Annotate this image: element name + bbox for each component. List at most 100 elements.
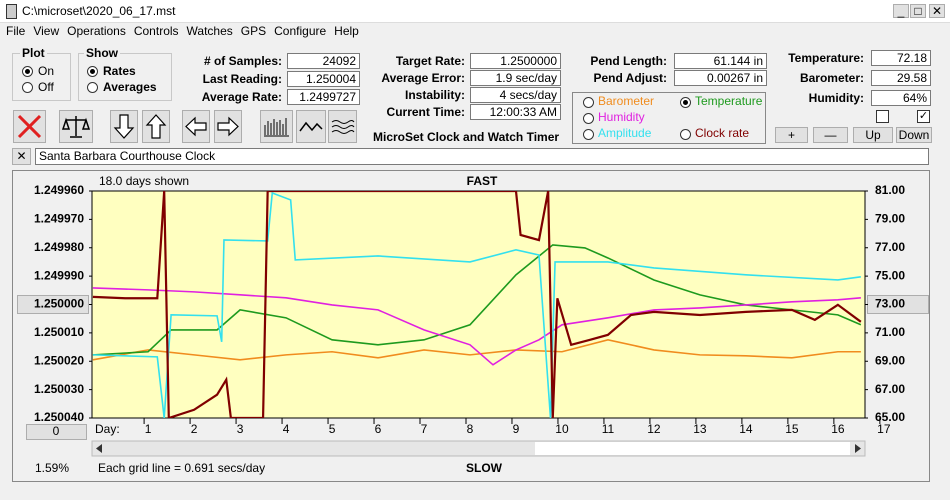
offset-button bbox=[26, 424, 87, 440]
close-button[interactable]: ✕ bbox=[929, 4, 945, 18]
y2-tick-label: 75.00 bbox=[875, 268, 905, 282]
stop-button[interactable] bbox=[13, 110, 46, 143]
y2-tick-label: 67.00 bbox=[875, 382, 905, 396]
menu-item[interactable]: Help bbox=[334, 24, 359, 38]
y-tick-label: 1.249970 bbox=[34, 212, 84, 226]
value-field: 1.9 sec/day bbox=[470, 70, 561, 86]
day-label: Day: bbox=[95, 422, 120, 436]
y-axis-button bbox=[17, 295, 89, 314]
radio-button[interactable] bbox=[22, 66, 33, 77]
value-field: 64% bbox=[871, 90, 931, 106]
checkbox[interactable] bbox=[876, 110, 889, 123]
menu-item[interactable]: Watches bbox=[186, 24, 233, 38]
percent: 1.59% bbox=[35, 461, 69, 475]
value-field: 4 secs/day bbox=[470, 87, 561, 103]
series-line bbox=[92, 287, 861, 366]
series-line bbox=[92, 191, 862, 418]
y-tick-label: 1.250000 bbox=[34, 297, 84, 311]
y-tick-label: 1.249980 bbox=[34, 240, 84, 254]
legend-radio[interactable] bbox=[583, 129, 594, 140]
down-button[interactable] bbox=[110, 110, 138, 143]
radio-button[interactable] bbox=[22, 82, 33, 93]
maximize-button[interactable]: □ bbox=[910, 4, 926, 18]
left-button[interactable] bbox=[182, 110, 210, 143]
radio-label: Rates bbox=[103, 64, 136, 78]
fast-label: FAST bbox=[467, 174, 498, 188]
x-tick-label: 5 bbox=[329, 422, 336, 436]
x-tick-label: 10 bbox=[555, 422, 569, 436]
scale-button[interactable]: — bbox=[813, 127, 848, 143]
icon bbox=[264, 118, 289, 137]
y-tick-label: 1.250030 bbox=[34, 382, 84, 396]
value-field: 29.58 bbox=[871, 70, 931, 86]
checkbox[interactable]: ✓ bbox=[917, 110, 930, 123]
x-tick-label: 8 bbox=[467, 422, 474, 436]
legend-radio[interactable] bbox=[583, 97, 594, 108]
legend-radio[interactable] bbox=[680, 129, 691, 140]
legend-radio[interactable] bbox=[680, 97, 691, 108]
legend-label: Clock rate bbox=[695, 126, 750, 140]
waves-button[interactable] bbox=[328, 110, 357, 143]
wave-button[interactable] bbox=[296, 110, 326, 143]
y2-tick-label: 69.00 bbox=[875, 353, 905, 367]
value-field: 1.2499727 bbox=[287, 89, 360, 105]
y2-tick-label: 81.00 bbox=[875, 183, 905, 197]
field-label: Average Error: bbox=[381, 71, 465, 85]
legend-radio[interactable] bbox=[583, 113, 594, 124]
field-label: Last Reading: bbox=[202, 72, 282, 86]
field-label: Barometer: bbox=[799, 71, 864, 85]
y-tick-label: 1.250040 bbox=[34, 410, 84, 424]
clock-name-field[interactable]: Santa Barbara Courthouse Clock bbox=[35, 148, 929, 165]
radio-button[interactable] bbox=[87, 66, 98, 77]
scroll-left bbox=[96, 444, 102, 453]
field-label: Target Rate: bbox=[395, 54, 465, 68]
icon bbox=[185, 116, 207, 137]
y-tick-label: 1.249960 bbox=[34, 183, 84, 197]
radio-label: Averages bbox=[103, 80, 157, 94]
y-tick-label: 1.250020 bbox=[34, 353, 84, 367]
icon bbox=[299, 121, 323, 132]
menu-item[interactable]: GPS bbox=[240, 24, 267, 38]
field-label: Current Time: bbox=[386, 105, 465, 119]
menu-item[interactable]: Configure bbox=[274, 24, 327, 38]
window-title: C:\microset\2020_06_17.mst bbox=[22, 4, 176, 18]
menu-item[interactable]: Controls bbox=[133, 24, 179, 38]
x-tick-label: 1 bbox=[145, 422, 152, 436]
legend-label: Barometer bbox=[598, 94, 655, 108]
icon bbox=[331, 120, 355, 134]
x-tick-label: 4 bbox=[283, 422, 290, 436]
days-shown: 18.0 days shown bbox=[99, 174, 189, 188]
show-group bbox=[78, 53, 172, 101]
group-label: Show bbox=[84, 46, 120, 60]
field-label: Average Rate: bbox=[201, 90, 282, 104]
radio-label: Off bbox=[38, 80, 54, 94]
radio-button[interactable] bbox=[87, 82, 98, 93]
x-tick-label: 13 bbox=[693, 422, 707, 436]
y2-tick-label: 77.00 bbox=[875, 240, 905, 254]
y2-tick-label: 65.00 bbox=[875, 410, 905, 424]
title-bar: C:\microset\2020_06_17.mst _ □ ✕ bbox=[0, 0, 950, 23]
scroll-right bbox=[855, 444, 861, 453]
menu-item[interactable]: File bbox=[6, 24, 26, 38]
balance-button[interactable] bbox=[59, 110, 93, 143]
x-tick-label: 14 bbox=[739, 422, 753, 436]
x-tick-label: 7 bbox=[421, 422, 428, 436]
legend-label: Amplitude bbox=[598, 126, 652, 140]
menu-item[interactable]: View bbox=[33, 24, 60, 38]
plot-area bbox=[91, 190, 866, 419]
bars-button[interactable] bbox=[260, 110, 293, 143]
scale-button[interactable]: Up bbox=[853, 127, 893, 143]
scale-button[interactable]: Down bbox=[896, 127, 932, 143]
up-button[interactable] bbox=[142, 110, 170, 143]
x-tick-label: 17 bbox=[877, 422, 891, 436]
value-field: 1.2500000 bbox=[470, 53, 561, 69]
series-selector bbox=[572, 92, 766, 144]
scale-button[interactable]: + bbox=[775, 127, 808, 143]
menu-item[interactable]: Operations bbox=[67, 24, 126, 38]
clear-button[interactable]: ✕ bbox=[12, 148, 31, 165]
right-button[interactable] bbox=[214, 110, 242, 143]
y2-tick-label: 71.00 bbox=[875, 325, 905, 339]
minimize-button[interactable]: _ bbox=[893, 4, 909, 18]
x-tick-label: 15 bbox=[785, 422, 799, 436]
